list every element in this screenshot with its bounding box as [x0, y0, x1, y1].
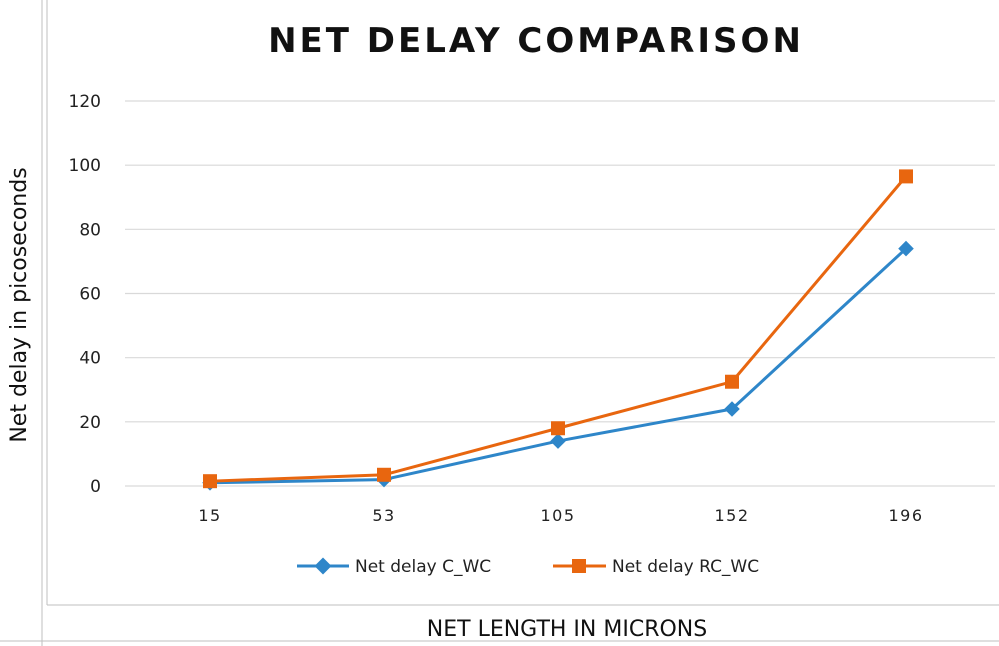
x-tick-196: 196: [888, 506, 923, 525]
y-tick-100: 100: [69, 156, 101, 176]
point-net-delay-c-wc-196: [898, 240, 914, 257]
y-axis-label: Net delay in picoseconds: [7, 167, 32, 442]
legend-item-rc-wc: Net delay RC_WC: [553, 557, 759, 577]
chart-title: NET DELAY COMPARISON: [268, 21, 804, 61]
legend-marker-c-wc: [314, 557, 332, 575]
x-tick-53: 53: [372, 506, 395, 525]
legend-label-rc-wc: Net delay RC_WC: [612, 557, 759, 577]
series-net-delay-rc-wc: [203, 169, 913, 489]
y-tick-20: 20: [79, 413, 101, 433]
series-net-delay-c-wc: [202, 240, 914, 491]
point-net-delay-rc-wc-53: [377, 467, 391, 482]
x-axis-label: NET LENGTH IN MICRONS: [427, 617, 707, 642]
series-layer: [202, 169, 914, 491]
y-tick-0: 0: [90, 477, 101, 497]
point-net-delay-rc-wc-105: [551, 421, 565, 436]
legend: Net delay C_WC Net delay RC_WC: [297, 557, 759, 577]
point-net-delay-c-wc-105: [550, 433, 566, 449]
point-net-delay-rc-wc-152: [725, 374, 739, 389]
legend-marker-rc-wc: [572, 559, 586, 573]
legend-item-c-wc: Net delay C_WC: [297, 557, 491, 577]
x-tick-152: 152: [714, 506, 749, 525]
x-tick-15: 15: [198, 506, 221, 525]
point-net-delay-rc-wc-15: [203, 474, 217, 489]
y-tick-60: 60: [79, 285, 101, 305]
x-tick-105: 105: [540, 506, 575, 525]
x-tick-labels: 15 53 105 152 196: [198, 506, 923, 525]
point-net-delay-rc-wc-196: [899, 169, 913, 184]
y-tick-120: 120: [69, 92, 101, 112]
y-tick-labels: 0 20 40 60 80 100 120: [69, 92, 101, 497]
y-tick-80: 80: [79, 220, 101, 240]
y-tick-40: 40: [79, 349, 101, 369]
legend-label-c-wc: Net delay C_WC: [355, 557, 491, 577]
